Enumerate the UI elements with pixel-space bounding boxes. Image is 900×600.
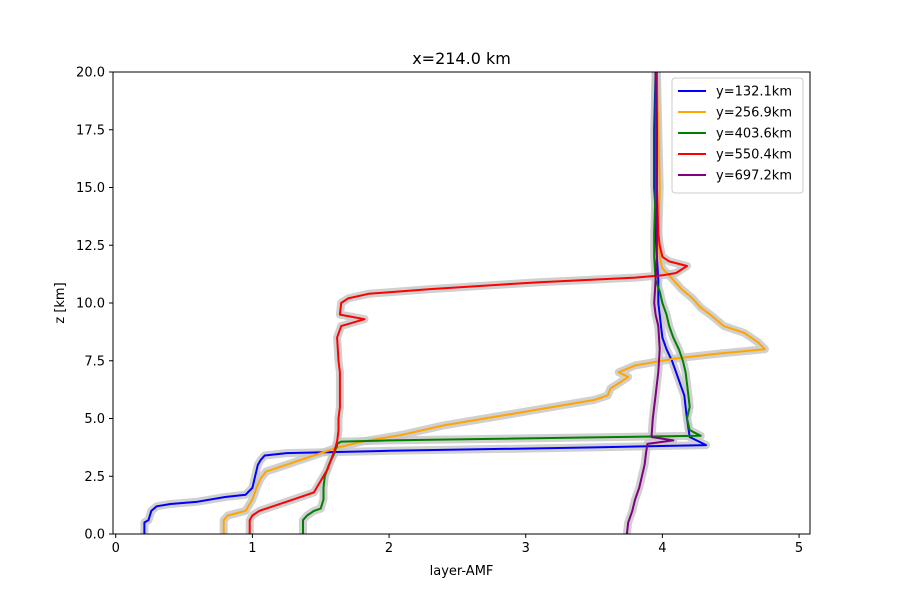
x-tick-label: 1 xyxy=(248,541,256,556)
x-tick-label: 5 xyxy=(795,541,803,556)
y-tick-label: 2.5 xyxy=(84,470,105,485)
series-line-4 xyxy=(248,72,688,534)
y-tick-label: 17.5 xyxy=(76,123,105,138)
legend-label-4: y=550.4km xyxy=(716,148,792,163)
y-axis: 0.0 2.5 5.0 7.5 10.0 12.5 15.0 17.5 20.0 xyxy=(76,66,113,543)
legend-box xyxy=(671,77,804,194)
plot-area xyxy=(140,72,769,534)
x-axis: 0 1 2 3 4 5 xyxy=(112,534,803,556)
legend: y=132.1km y=256.9km y=403.6km y=550.4km y=69… xyxy=(671,77,804,194)
y-tick-label: 10.0 xyxy=(76,297,105,312)
x-tick-label: 0 xyxy=(112,541,120,556)
series-line-1 xyxy=(143,72,708,534)
y-tick-label: 20.0 xyxy=(76,66,105,81)
y-tick-label: 15.0 xyxy=(76,181,105,196)
x-tick-label: 2 xyxy=(385,541,393,556)
x-axis-label: layer-AMF xyxy=(430,564,494,579)
x-tick-label: 4 xyxy=(658,541,666,556)
chart-title: x=214.0 km xyxy=(412,49,511,68)
series-line-3 xyxy=(302,72,702,534)
y-tick-label: 12.5 xyxy=(76,239,105,254)
y-tick-label: 5.0 xyxy=(84,412,105,427)
legend-label-5: y=697.2km xyxy=(716,169,792,184)
y-tick-label: 0.0 xyxy=(84,528,105,543)
series-line-5 xyxy=(625,72,675,534)
y-tick-label: 7.5 xyxy=(84,354,105,369)
legend-label-1: y=132.1km xyxy=(716,85,792,100)
x-tick-label: 3 xyxy=(522,541,530,556)
series-line-2 xyxy=(222,72,766,534)
legend-label-3: y=403.6km xyxy=(716,127,792,142)
legend-label-2: y=256.9km xyxy=(716,106,792,121)
y-axis-label: z [km] xyxy=(53,282,68,323)
